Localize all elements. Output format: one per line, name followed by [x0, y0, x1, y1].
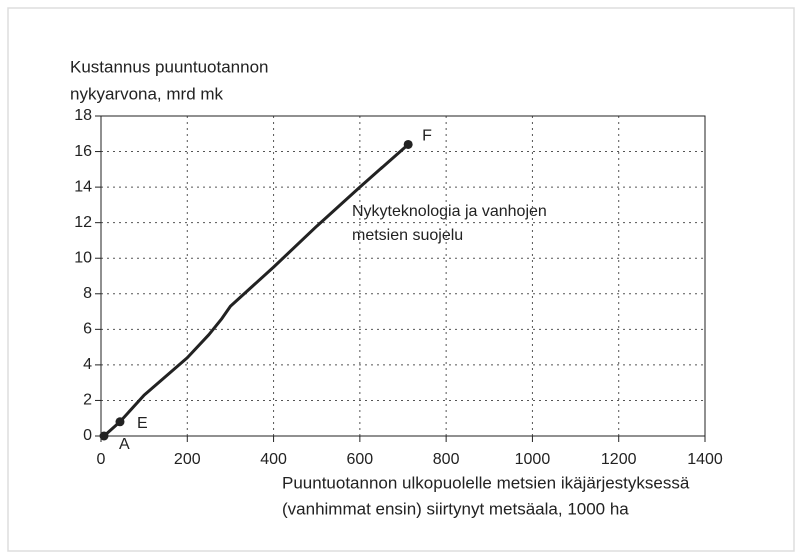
y-tick-label: 4: [83, 356, 92, 373]
x-tick-label: 600: [347, 451, 374, 468]
x-axis-label: Puuntuotannon ulkopuolelle metsien ikäjä…: [282, 473, 690, 492]
y-tick-label: 16: [74, 143, 92, 160]
y-tick-label: 14: [74, 178, 92, 195]
x-tick-label: 200: [174, 451, 201, 468]
point: [99, 431, 109, 441]
line: [103, 143, 410, 438]
y-axis-label: nykyarvona, mrd mk: [70, 84, 224, 103]
x-tick-label: 1000: [515, 451, 551, 468]
y-axis-label: Kustannus puuntuotannon: [70, 57, 269, 76]
y-tick-label: 0: [83, 427, 92, 444]
x-tick-label: 1400: [687, 451, 723, 468]
plot-frame: [100, 115, 706, 437]
y-tick-label: 2: [83, 392, 92, 409]
point: [403, 139, 413, 149]
x-tick-label: 1200: [601, 451, 637, 468]
point: [115, 417, 125, 427]
frame: [7, 7, 795, 552]
y-tick-label: 10: [74, 249, 92, 266]
point-label: A: [119, 436, 130, 453]
x-tick-label: 800: [433, 451, 460, 468]
y-tick-label: 6: [83, 321, 92, 338]
annotation: Nykyteknologia ja vanhojen: [352, 203, 547, 220]
annotation: metsien suojelu: [352, 227, 463, 244]
x-tick-label: 0: [97, 451, 106, 468]
point-label: E: [137, 415, 148, 432]
y-tick-label: 8: [83, 285, 92, 302]
y-tick-label: 12: [74, 214, 92, 231]
x-tick-label: 400: [260, 451, 287, 468]
y-tick-label: 18: [74, 107, 92, 124]
point-label: F: [422, 128, 432, 145]
x-axis-label: (vanhimmat ensin) siirtynyt metsäala, 10…: [282, 499, 629, 518]
